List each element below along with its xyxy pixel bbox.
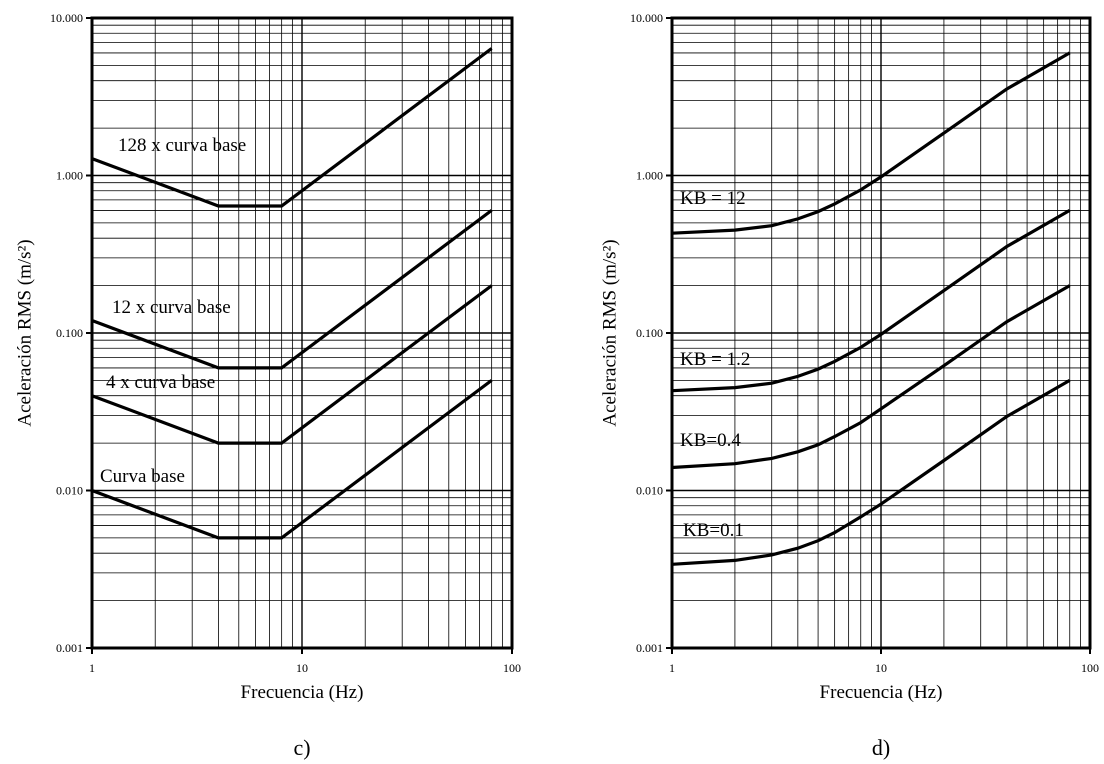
chart-d-ytick-label: 10.000 (630, 11, 663, 25)
chart-c-ytick-label: 0.010 (56, 484, 83, 498)
chart-d-series-line-4 (671, 51, 1071, 235)
chart-c-lines (91, 47, 493, 540)
chart-c-curve-labels: Curva base 4 x curva base 12 x curva base 1… (100, 135, 246, 487)
chart-d-ytick-label: 1.000 (636, 169, 663, 183)
chart-d-ytick-label: 0.001 (636, 641, 663, 655)
chart-d-series-line-2 (671, 284, 1071, 470)
chart-d-series-label-1: KB=0.1 (683, 520, 744, 541)
chart-c-series-line-1 (91, 379, 493, 540)
chart-c-ytick-label: 1.000 (56, 169, 83, 183)
chart-d-ylabel: Aceleración RMS (m/s²) (599, 239, 620, 426)
chart-d-ytick-label: 0.010 (636, 484, 663, 498)
chart-d-xtick-label: 10 (875, 661, 887, 675)
chart-c-series-line-2 (91, 284, 493, 445)
chart-d-xtick-label: 1 (669, 661, 675, 675)
chart-c-series-label-4: 128 x curva base (118, 135, 246, 156)
chart-c-ytick-label: 10.000 (50, 11, 83, 25)
chart-d-ytick-label: 0.100 (636, 326, 663, 340)
chart-c-ytick-label: 0.001 (56, 641, 83, 655)
chart-c-ylabel: Aceleración RMS (m/s²) (14, 239, 35, 426)
chart-d-xlabel: Frecuencia (Hz) (820, 682, 943, 703)
chart-c-xlabel: Frecuencia (Hz) (241, 682, 364, 703)
chart-d-series-label-2: KB=0.4 (680, 430, 741, 451)
chart-c-panel-label: c) (293, 735, 310, 760)
chart-c-xtick-label: 1 (89, 661, 95, 675)
chart-c-ytick-label: 0.100 (56, 326, 83, 340)
chart-c-series-line-4 (91, 47, 493, 208)
chart-d-series-label-3: KB = 1.2 (680, 349, 750, 370)
chart-c-grid (92, 18, 512, 648)
chart-d-series-line-1 (671, 379, 1071, 566)
chart-d-series-label-4: KB = 12 (680, 188, 746, 209)
chart-c-xtick-label: 100 (503, 661, 521, 675)
chart-d-grid (672, 18, 1090, 648)
chart-d-lines (671, 51, 1071, 566)
chart-c: 1 10 100 0.001 0.010 0.100 1.000 10.000 Curva b… (14, 11, 521, 760)
chart-c-xtick-label: 10 (296, 661, 308, 675)
chart-d-series-line-3 (671, 209, 1071, 393)
chart-c-series-label-2: 4 x curva base (106, 372, 215, 393)
chart-c-series-line-3 (91, 209, 493, 370)
chart-c-ticks: 1 10 100 0.001 0.010 0.100 1.000 10.000 (50, 11, 521, 675)
chart-d-xtick-label: 100 (1081, 661, 1099, 675)
chart-d-curve-labels: KB=0.1 KB=0.4 KB = 1.2 KB = 12 (680, 188, 750, 541)
chart-c-series-label-1: Curva base (100, 466, 185, 487)
chart-c-series-label-3: 12 x curva base (112, 297, 231, 318)
chart-d-ticks: 1 10 100 0.001 0.010 0.100 1.000 10.000 (630, 11, 1099, 675)
chart-d-panel-label: d) (872, 735, 890, 760)
